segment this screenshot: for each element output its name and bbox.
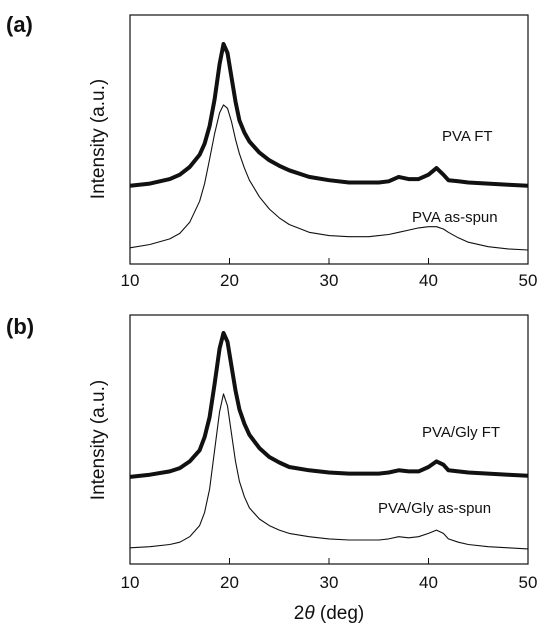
x-axis-label-suffix: (deg) — [315, 603, 365, 624]
series-pva-ft-label: PVA FT — [442, 128, 493, 145]
series-pva-ft-line — [129, 42, 529, 188]
series-pva-gly-as-spun-label: PVA/Gly as-spun — [378, 500, 491, 517]
panel-a-x-tick-label: 10 — [121, 271, 140, 290]
panel-b-x-ticks — [229, 558, 429, 564]
series-pva-gly-ft-line — [129, 331, 529, 479]
x-axis-label: 2θ (deg) — [294, 603, 365, 624]
panel-a-label: (a) — [6, 12, 33, 37]
panel-b: (b) Intensity (a.u.) 10 20 30 40 50 PVA/… — [6, 314, 537, 624]
series-pva-as-spun-label: PVA as-spun — [412, 209, 498, 226]
panel-a-x-tick-labels: 10 20 30 40 50 — [121, 271, 538, 290]
panel-b-x-tick-label: 50 — [519, 573, 538, 592]
panel-a-y-axis-label: Intensity (a.u.) — [88, 79, 109, 199]
panel-b-y-axis-label: Intensity (a.u.) — [88, 380, 109, 500]
panel-a-x-tick-label: 50 — [519, 271, 538, 290]
series-pva-gly-as-spun-line — [129, 393, 529, 550]
panel-b-x-tick-label: 40 — [419, 573, 438, 592]
x-axis-label-symbol: θ — [304, 603, 315, 624]
panel-a-x-ticks — [229, 258, 429, 264]
panel-a-x-tick-label: 30 — [320, 271, 339, 290]
panel-a: (a) Intensity (a.u.) 10 20 30 40 50 PVA … — [6, 12, 537, 290]
panel-b-x-tick-label: 20 — [220, 573, 239, 592]
series-pva-gly-ft-label: PVA/Gly FT — [422, 424, 500, 441]
panel-a-x-tick-label: 40 — [419, 271, 438, 290]
panel-b-x-tick-label: 30 — [320, 573, 339, 592]
panel-b-label: (b) — [6, 314, 34, 339]
panel-b-x-tick-labels: 10 20 30 40 50 — [121, 573, 538, 592]
panel-b-x-tick-label: 10 — [121, 573, 140, 592]
x-axis-label-prefix: 2 — [294, 603, 305, 624]
series-pva-as-spun-line — [129, 104, 529, 251]
panel-a-x-tick-label: 20 — [220, 271, 239, 290]
